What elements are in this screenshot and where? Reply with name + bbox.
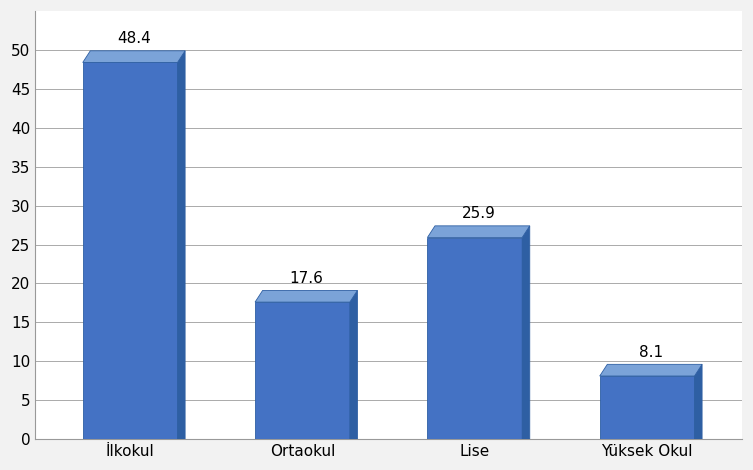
Polygon shape (178, 51, 185, 439)
Polygon shape (83, 63, 178, 439)
Polygon shape (599, 376, 694, 439)
Polygon shape (428, 237, 522, 439)
Polygon shape (255, 290, 358, 302)
Polygon shape (350, 290, 358, 439)
Polygon shape (428, 226, 530, 237)
Polygon shape (694, 364, 702, 439)
Text: 8.1: 8.1 (639, 345, 663, 360)
Polygon shape (599, 364, 702, 376)
Polygon shape (522, 226, 530, 439)
Polygon shape (83, 51, 185, 63)
Text: 48.4: 48.4 (117, 31, 151, 46)
Text: 25.9: 25.9 (462, 206, 495, 221)
Polygon shape (255, 302, 350, 439)
Text: 17.6: 17.6 (289, 271, 323, 286)
